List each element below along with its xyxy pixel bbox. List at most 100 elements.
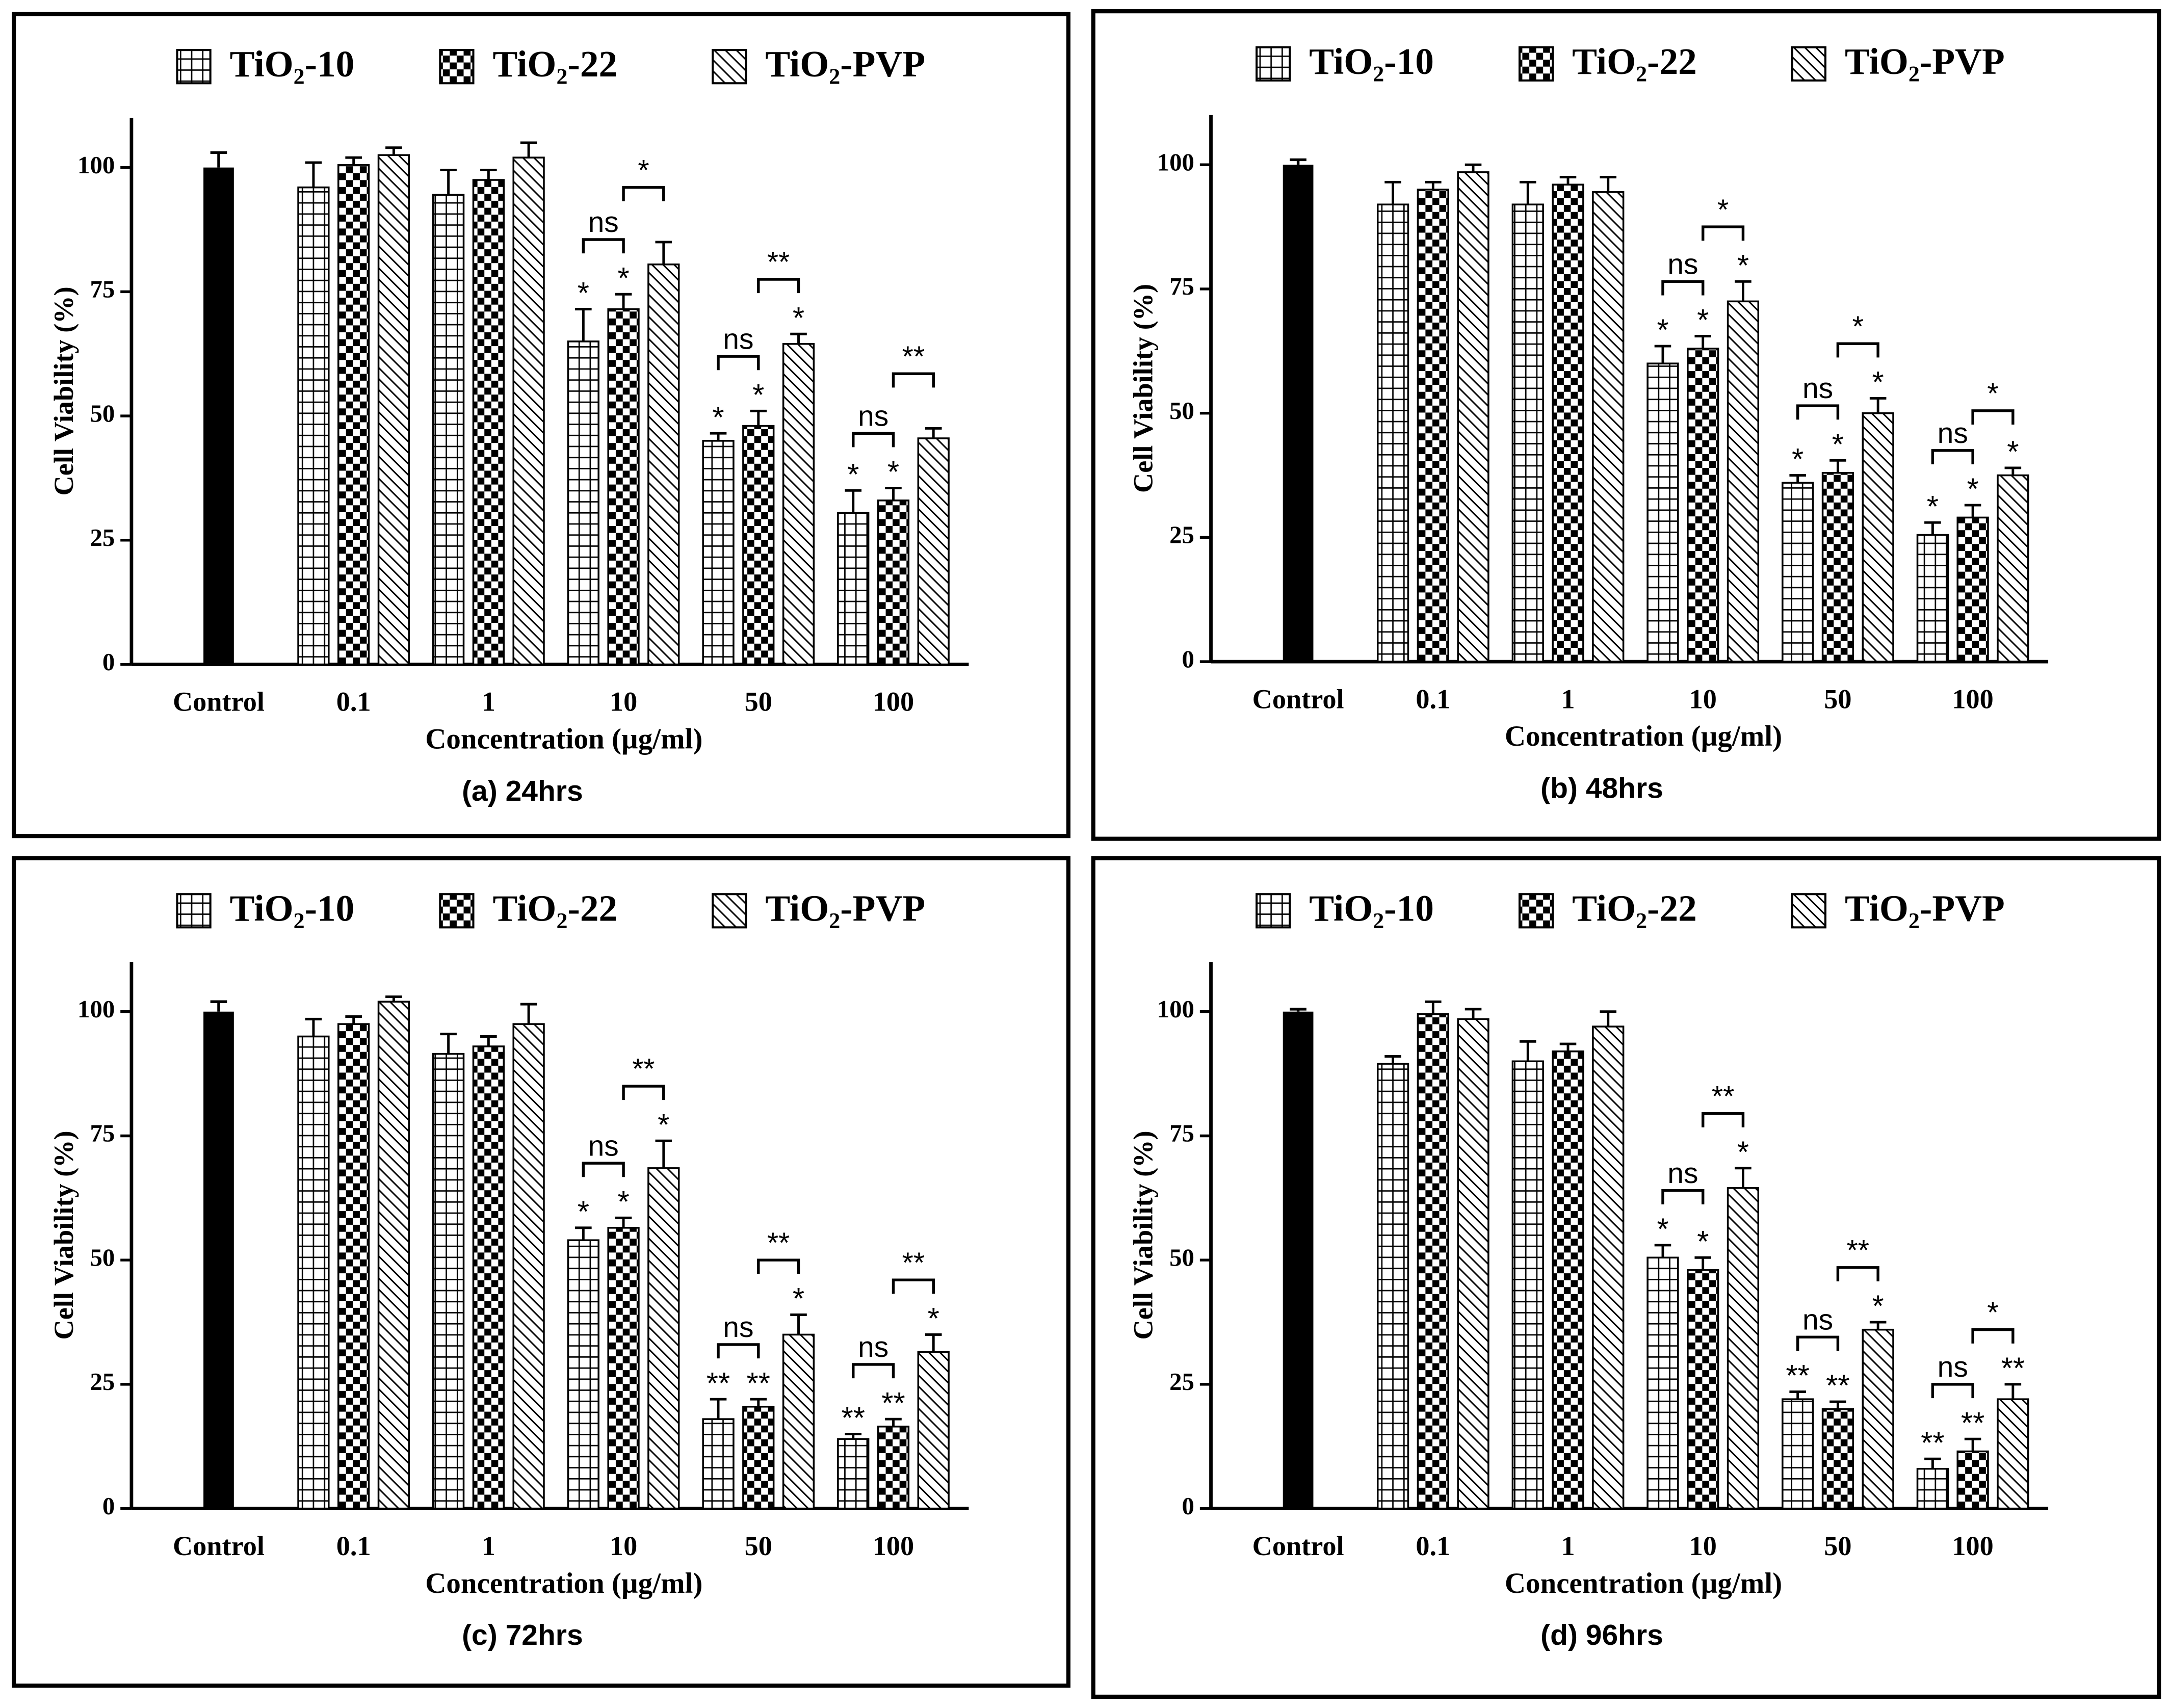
error-bar	[615, 293, 632, 309]
significance-mark: *	[1927, 489, 1939, 523]
x-tick-label: 50	[745, 1531, 772, 1561]
significance-mark: *	[752, 378, 764, 412]
error-bar	[1290, 158, 1306, 165]
legend-label: TiO₂-10	[230, 43, 355, 85]
bracket	[1931, 449, 1974, 464]
bar	[1821, 471, 1854, 663]
error-bar	[845, 489, 862, 513]
bar	[837, 512, 870, 666]
y-tick-label: 0	[1182, 1492, 1194, 1520]
error-bar	[655, 241, 672, 265]
bar	[917, 1351, 950, 1510]
bar	[1646, 362, 1679, 663]
bracket	[622, 186, 665, 201]
y-tick-label: 0	[102, 1492, 115, 1520]
bracket	[1971, 1328, 2015, 1344]
bar	[1687, 348, 1719, 663]
error-bar	[1924, 521, 1941, 535]
bar	[432, 194, 465, 666]
x-tick-label: 10	[610, 687, 637, 717]
caption: (b) 48hrs	[1540, 772, 1663, 805]
significance-mark: **	[1961, 1406, 1984, 1440]
error-bar	[1869, 1321, 1887, 1330]
bracket	[717, 355, 760, 371]
significance-mark: *	[2007, 435, 2019, 469]
bar	[1457, 1018, 1489, 1510]
legend-label: TiO₂-22	[1572, 887, 1697, 929]
bar	[1956, 1450, 1989, 1510]
bar	[1782, 1398, 1814, 1510]
error-bar	[345, 1015, 362, 1024]
bracket-label: ns	[1667, 248, 1698, 281]
bar	[1782, 482, 1814, 663]
bar	[1916, 534, 1949, 663]
error-bar	[1600, 176, 1617, 192]
bar	[1997, 1398, 2029, 1510]
bracket-label: *	[1852, 310, 1864, 343]
bracket-label: ns	[1802, 372, 1833, 405]
legend-swatch	[439, 49, 475, 85]
bar	[377, 154, 410, 666]
bar	[607, 1227, 640, 1510]
error-bar	[480, 1035, 497, 1046]
bar	[567, 340, 599, 666]
legend-swatch	[176, 893, 212, 929]
bar	[877, 500, 910, 666]
bar	[1552, 183, 1584, 663]
x-axis-label: Concentration (µg/ml)	[425, 1567, 702, 1599]
y-axis-label: Cell Viability (%)	[48, 286, 79, 495]
y-tick-label: 100	[1157, 995, 1194, 1023]
error-bar	[750, 1398, 767, 1407]
error-bar	[305, 161, 322, 188]
bracket	[1661, 280, 1705, 296]
bracket-label: ns	[858, 1331, 888, 1363]
error-bar	[1384, 1055, 1401, 1064]
significance-mark: **	[1786, 1358, 1809, 1392]
bar	[742, 425, 775, 666]
bar	[1417, 189, 1449, 663]
bracket-label: ns	[1938, 1351, 1968, 1383]
error-bar	[1465, 163, 1482, 172]
control-bar	[203, 1011, 234, 1509]
error-bar	[1869, 397, 1887, 413]
significance-mark: **	[1921, 1426, 1944, 1460]
significance-mark: *	[1737, 248, 1749, 282]
legend-label: TiO₂-PVP	[1845, 41, 2005, 82]
control-bar	[1283, 165, 1314, 662]
error-bar	[2004, 1383, 2022, 1400]
bar	[1727, 1187, 1760, 1510]
significance-mark: **	[881, 1386, 905, 1420]
y-axis-label: Cell Viability (%)	[1128, 1131, 1158, 1339]
x-axis-label: Concentration (µg/ml)	[1505, 720, 1782, 752]
bracket-label: **	[767, 1226, 790, 1259]
x-tick-label: Control	[1252, 684, 1344, 714]
panel-border	[12, 12, 1070, 838]
legend-label: TiO₂-10	[230, 887, 355, 929]
caption: (c) 72hrs	[462, 1619, 583, 1651]
bar	[1956, 516, 1989, 663]
x-tick-label: 100	[873, 687, 914, 717]
x-tick-label: 100	[1952, 1531, 1993, 1561]
significance-mark: *	[887, 455, 899, 489]
bracket	[757, 278, 800, 294]
significance-mark: *	[1792, 442, 1803, 476]
y-tick-label: 50	[90, 1243, 115, 1271]
bar	[1592, 1026, 1625, 1510]
bar	[432, 1053, 465, 1510]
bracket	[717, 1343, 760, 1359]
y-axis-label: Cell Viability (%)	[48, 1131, 79, 1339]
x-tick-label: Control	[1252, 1531, 1344, 1561]
x-tick-label: 0.1	[1416, 1531, 1450, 1561]
panel: 0 25 50 75 100 Control 0.1 1 10 50 100 Concentratio…	[1091, 856, 2161, 1699]
bar	[877, 1426, 910, 1510]
error-bar	[710, 1398, 727, 1420]
x-tick-label: Control	[173, 1531, 265, 1561]
bar	[1457, 171, 1489, 663]
x-tick-label: 1	[482, 1531, 495, 1561]
bracket-label: ns	[1802, 1304, 1833, 1336]
bracket-label: ns	[723, 323, 753, 355]
significance-mark: *	[1737, 1135, 1749, 1169]
error-bar	[925, 427, 942, 438]
bar	[1511, 1060, 1544, 1510]
bar	[647, 263, 680, 666]
